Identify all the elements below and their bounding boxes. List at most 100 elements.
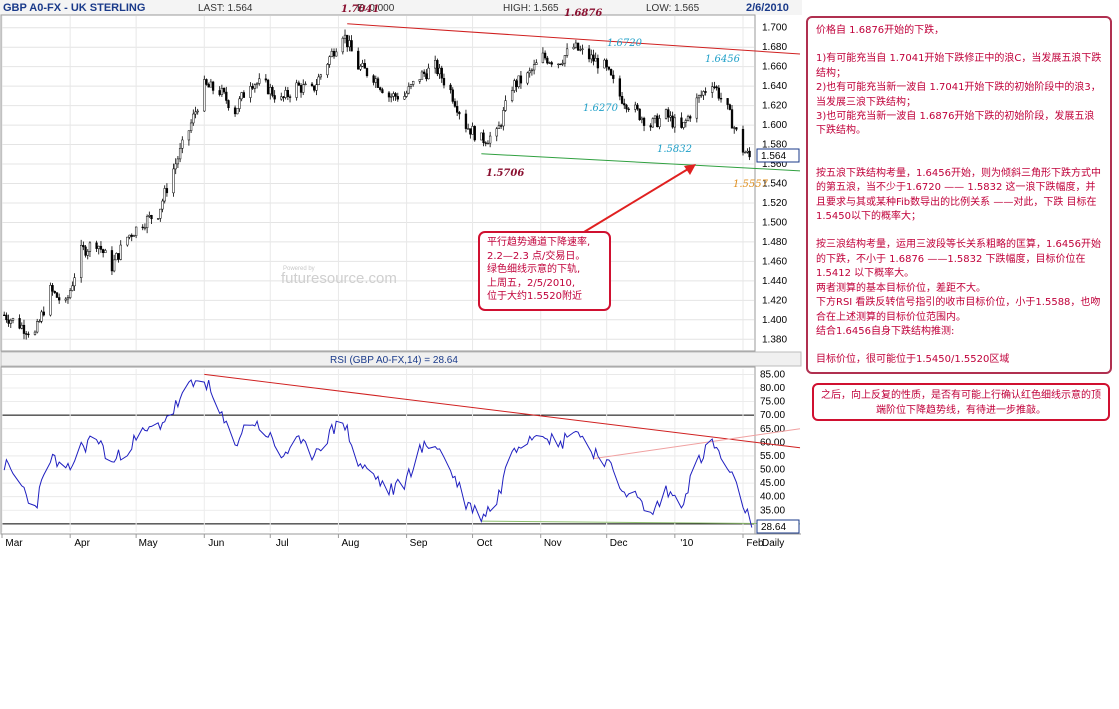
candle-body — [264, 78, 268, 81]
analysis-target: 目标价位，很可能位于1.5450/1.5520区域 — [816, 354, 1010, 366]
candle-body — [502, 110, 505, 127]
candle-body — [423, 71, 426, 74]
candle-body — [680, 117, 683, 128]
month-label: Aug — [342, 538, 360, 549]
watermark: futuresource.com — [281, 270, 397, 287]
candle-body — [381, 89, 384, 94]
rsi-tick-label: 70.00 — [760, 410, 785, 421]
candle-body — [192, 113, 195, 124]
candle-body — [22, 324, 26, 334]
candle-body — [559, 63, 562, 66]
candle-body — [53, 291, 56, 293]
candle-body — [258, 78, 261, 84]
candle-body — [194, 111, 197, 115]
candle-body — [242, 92, 246, 98]
candle-body — [592, 54, 595, 62]
candle-body — [515, 80, 518, 88]
candle-body — [394, 93, 397, 97]
candle-body — [576, 42, 580, 51]
candle-body — [565, 48, 569, 56]
candle-body — [161, 200, 164, 210]
candle-body — [165, 188, 169, 194]
candle-body — [130, 234, 133, 237]
candles — [3, 29, 751, 340]
candle-body — [634, 104, 637, 110]
candle-body — [561, 62, 564, 65]
candle-body — [51, 285, 54, 292]
rsi-y-axis: 85.00 80.00 75.00 70.00 65.00 60.00 55.00 50.00… — [760, 369, 785, 529]
candle-body — [176, 158, 180, 165]
annotation-1-6270: 1.6270 — [583, 103, 619, 114]
candle-body — [686, 116, 690, 121]
month-label: Nov — [544, 538, 562, 549]
header-date: 2/6/2010 — [746, 2, 789, 14]
candle-body — [310, 83, 314, 86]
candle-body — [71, 285, 74, 291]
candle-body — [359, 66, 362, 70]
candle-body — [66, 297, 70, 300]
period-label: Daily — [762, 538, 784, 549]
candle-body — [607, 66, 611, 70]
candle-body — [9, 320, 12, 324]
price-trendline — [481, 153, 801, 172]
candle-body — [392, 93, 395, 97]
candle-body — [517, 75, 520, 88]
candle-body — [405, 92, 408, 97]
analysis-case-2: 2)也有可能充当新一波自 1.7041开始下跌的初始阶段中的浪3，当发展三浪下跌… — [816, 82, 1101, 108]
candle-body — [467, 128, 470, 130]
candle-body — [253, 84, 257, 89]
follow-up-text: 之后，向上反复的性质，是否有可能上行确认红色细线示意的顶端阶位下降趋势线，有待进… — [821, 390, 1101, 416]
price-tick-label: 1.640 — [762, 81, 787, 92]
candle-body — [187, 130, 191, 141]
candle-body — [473, 126, 476, 141]
month-label: '10 — [680, 538, 693, 549]
rsi-tick-label: 50.00 — [760, 465, 785, 476]
callout-line: 上周五，2/5/2010, — [487, 277, 576, 289]
last-price-label: 1.564 — [761, 151, 786, 162]
candle-body — [249, 86, 252, 98]
annotation-1-6720: 1.6720 — [607, 38, 643, 49]
candle-body — [587, 48, 591, 60]
candle-body — [236, 108, 239, 115]
candle-body — [730, 109, 734, 129]
chart-area: GBP A0-FX - UK STERLING LAST: 1.564 E: 0… — [0, 0, 802, 549]
month-label: Sep — [410, 538, 428, 549]
rsi-line — [3, 379, 753, 528]
candle-body — [178, 148, 182, 160]
candle-body — [255, 83, 259, 86]
analysis-combine: 结合1.6456自身下跌结构推测: — [816, 325, 955, 337]
candle-body — [233, 107, 237, 115]
candle-body — [99, 245, 103, 250]
candle-body — [376, 78, 380, 88]
candle-body — [711, 86, 714, 93]
candle-body — [119, 244, 122, 260]
candle-body — [97, 245, 100, 249]
candle-body — [596, 58, 600, 69]
candle-body — [719, 98, 723, 100]
candle-body — [700, 94, 703, 97]
candle-body — [128, 234, 131, 238]
annotation-1-6876: 1.6876 — [564, 8, 602, 19]
callout-line: 位于大约1.5520附近 — [487, 291, 582, 302]
candle-body — [653, 115, 657, 119]
rsi-last-label: 28.64 — [761, 522, 786, 533]
candle-body — [11, 318, 15, 321]
candle-body — [328, 56, 331, 65]
candle-body — [101, 249, 105, 254]
price-y-axis: 1.700 1.680 1.660 1.640 1.620 1.600 1.580 1.560… — [762, 23, 787, 346]
callout-line: 平行趋势通道下降速率, — [487, 237, 591, 248]
candle-body — [513, 80, 516, 91]
rsi-tick-label: 85.00 — [760, 369, 785, 380]
candle-body — [456, 106, 459, 113]
month-label: Feb — [746, 538, 764, 549]
candle-body — [304, 83, 307, 86]
candle-body — [196, 110, 199, 113]
rsi-tick-label: 75.00 — [760, 397, 785, 408]
rsi-tick-label: 60.00 — [760, 437, 785, 448]
month-label: Jul — [276, 538, 289, 549]
month-label: Mar — [5, 538, 23, 549]
follow-up-note: 之后，向上反复的性质，是否有可能上行确认红色细线示意的顶端阶位下降趋势线，有待进… — [812, 383, 1110, 421]
candle-body — [330, 51, 333, 57]
candle-body — [211, 81, 215, 91]
candle-body — [271, 87, 274, 96]
